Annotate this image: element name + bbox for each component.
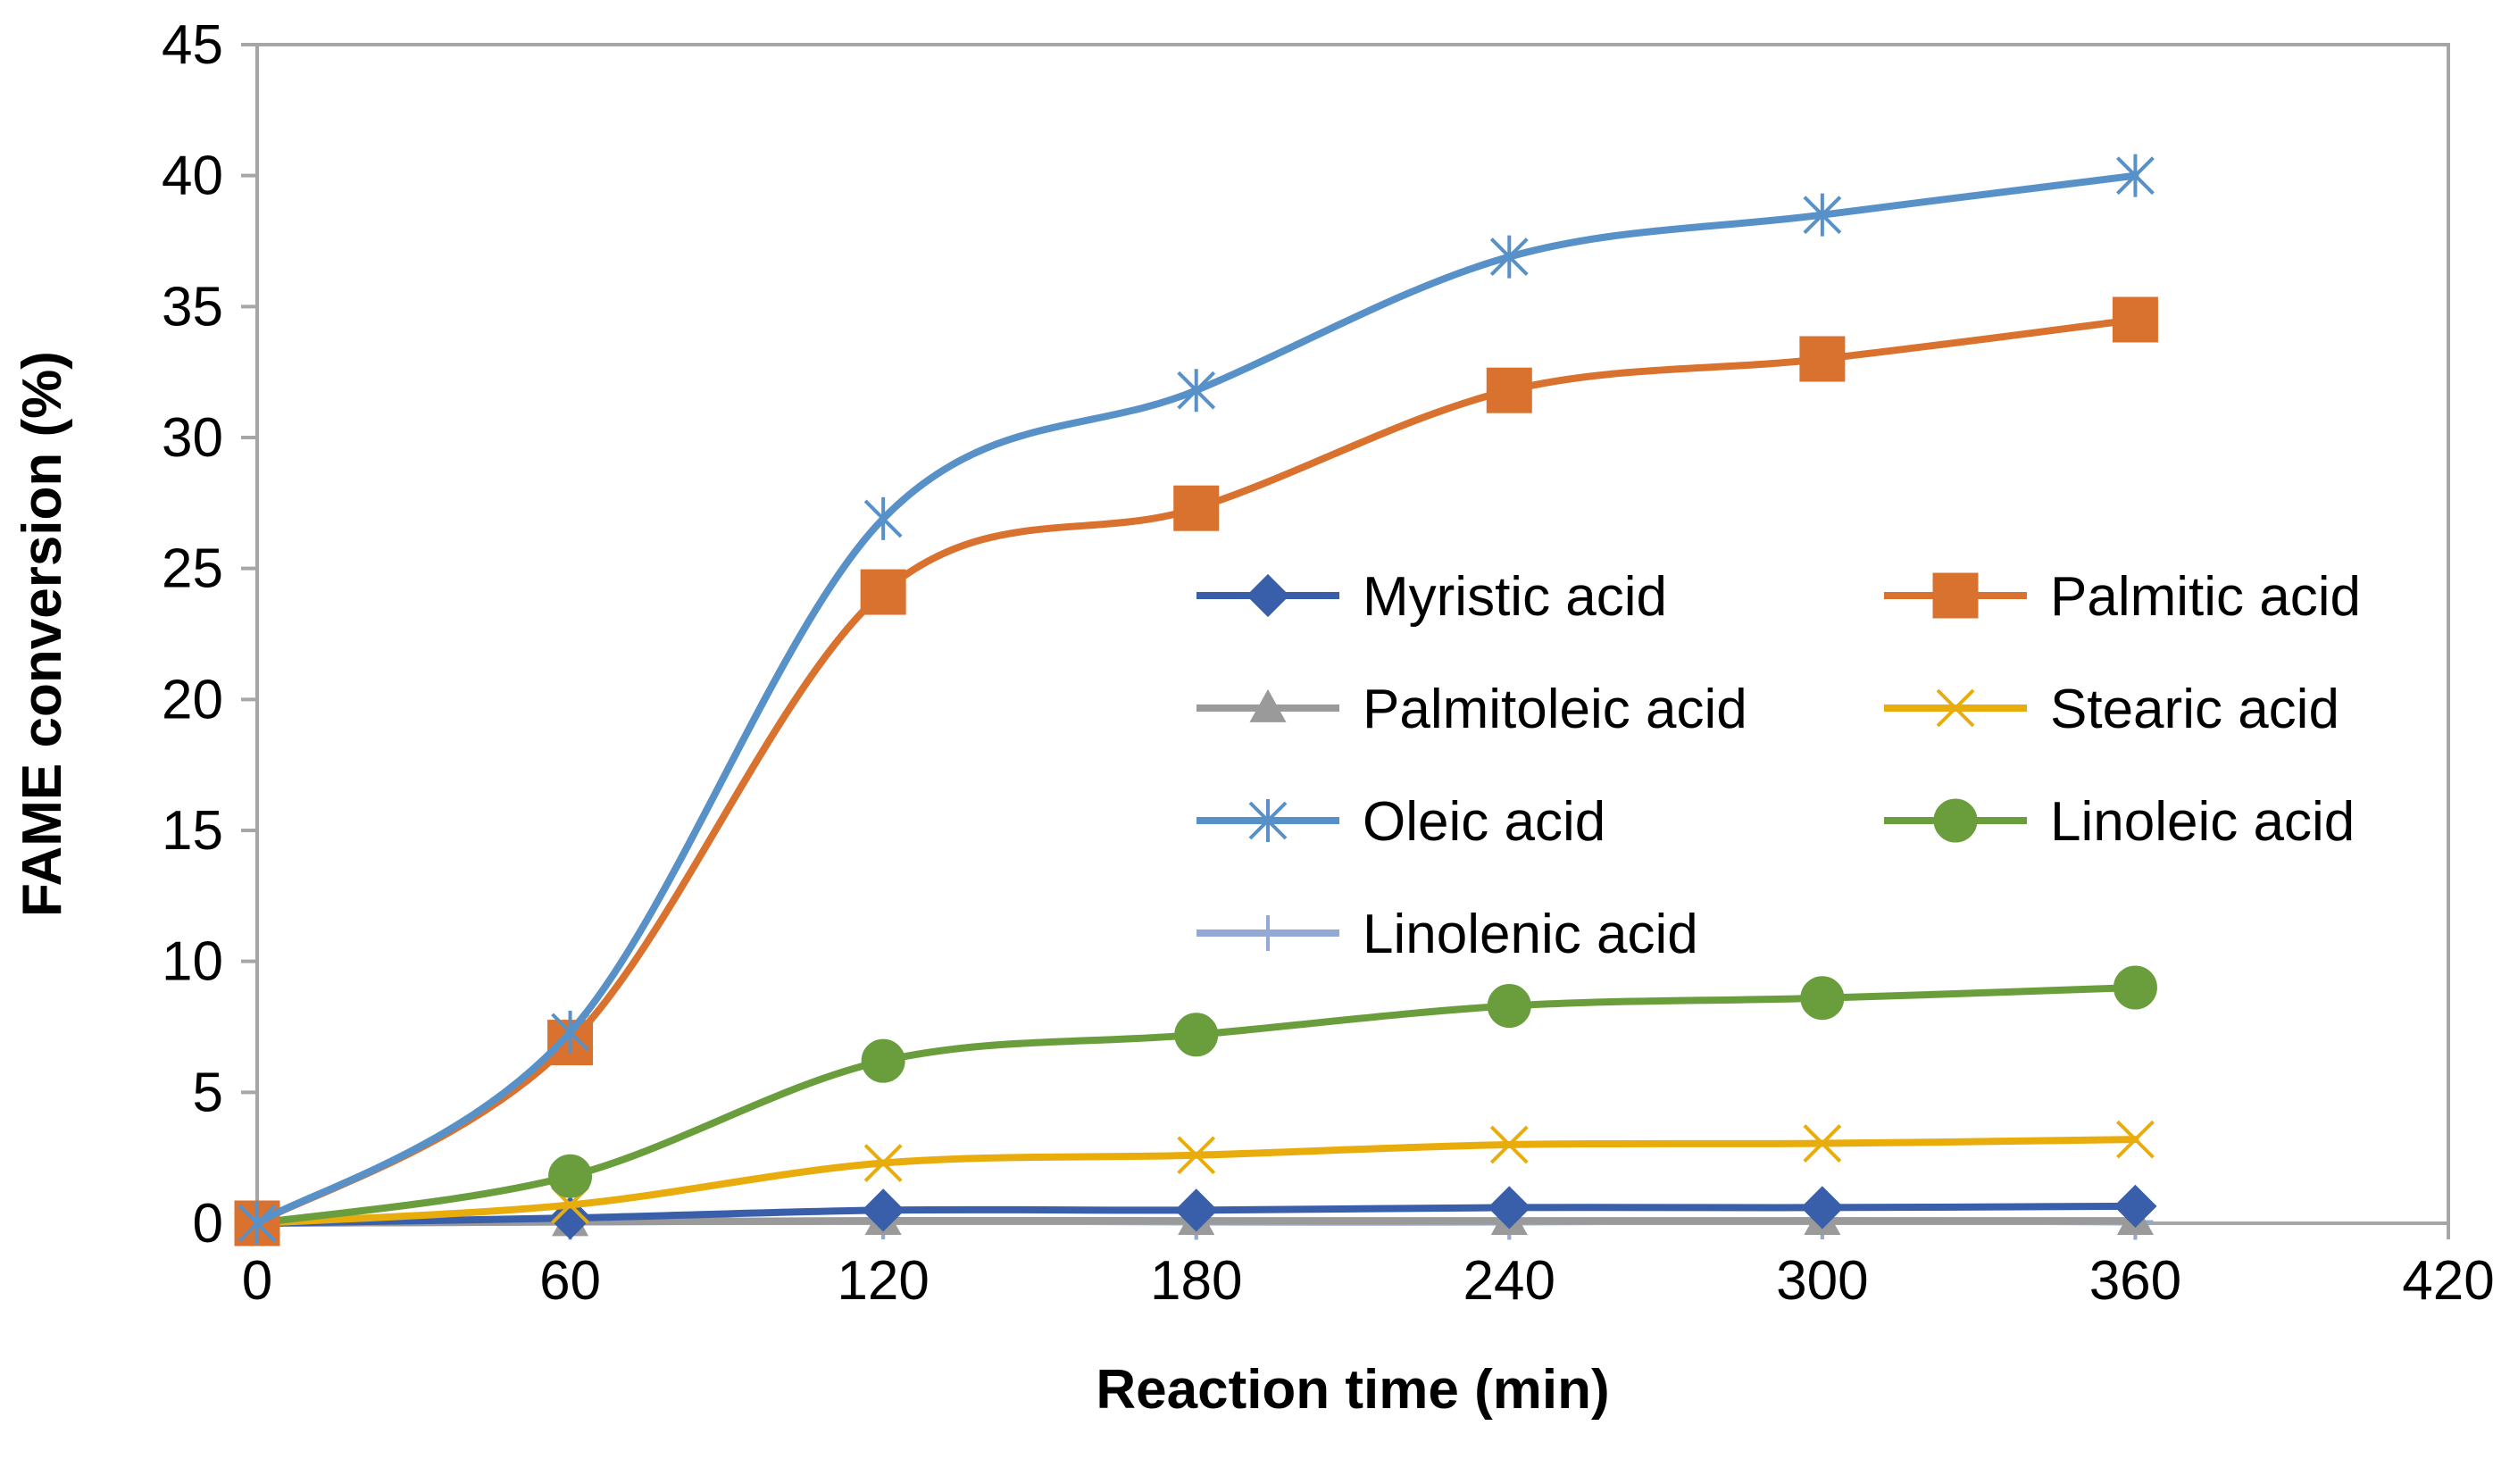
legend-label: Palmitoleic acid	[1363, 679, 1747, 740]
legend-marker-palmitic-acid	[1932, 572, 1979, 619]
legend-item-myristic-acid: Myristic acid	[1196, 566, 1667, 628]
data-point-linoleic-acid	[2113, 965, 2157, 1010]
data-point-palmitic-acid	[1173, 485, 1220, 531]
data-point-palmitic-acid	[1486, 367, 1532, 413]
data-point-myristic-acid	[862, 1188, 905, 1232]
series-layer	[234, 154, 2158, 1246]
y-tick-label: 5	[193, 1062, 223, 1123]
data-point-myristic-acid	[1488, 1186, 1531, 1230]
x-tick-label: 360	[2089, 1250, 2181, 1312]
data-point-oleic-acid	[1489, 235, 1529, 279]
data-point-myristic-acid	[1174, 1188, 1218, 1232]
data-point-stearic-acid	[2116, 1120, 2155, 1159]
legend-label: Palmitic acid	[2050, 566, 2361, 628]
data-point-linoleic-acid	[1487, 984, 1531, 1029]
data-point-palmitic-acid	[2112, 296, 2158, 343]
legend-item-stearic-acid: Stearic acid	[1884, 679, 2339, 740]
legend-label: Stearic acid	[2050, 679, 2339, 740]
data-point-stearic-acid	[1803, 1124, 1842, 1163]
x-axis-title: Reaction time (min)	[1096, 1359, 1609, 1421]
data-point-stearic-acid	[863, 1144, 903, 1182]
legend-item-palmitoleic-acid: Palmitoleic acid	[1196, 679, 1747, 740]
data-point-linoleic-acid	[548, 1154, 593, 1198]
data-point-palmitic-acid	[1799, 336, 1846, 382]
legend-marker-stearic-acid	[1936, 688, 1975, 728]
x-tick-label: 60	[539, 1250, 601, 1312]
data-point-oleic-acid	[1803, 193, 1842, 237]
data-point-oleic-acid	[238, 1202, 277, 1245]
x-tick-label: 420	[2402, 1250, 2494, 1312]
series-linoleic-acid	[235, 965, 2157, 1246]
x-tick-label: 240	[1463, 1250, 1555, 1312]
data-point-myristic-acid	[1800, 1186, 1844, 1230]
data-point-linoleic-acid	[1174, 1013, 1219, 1057]
series-stearic-acid	[238, 1120, 2155, 1243]
data-point-oleic-acid	[2116, 154, 2155, 197]
plot-area	[255, 43, 2450, 1225]
legend-marker-linolenic-acid	[1250, 915, 1286, 951]
y-tick-label: 30	[162, 407, 223, 469]
x-tick-label: 180	[1150, 1250, 1242, 1312]
legend-item-palmitic-acid: Palmitic acid	[1884, 566, 2361, 628]
data-point-oleic-acid	[1177, 369, 1216, 413]
data-point-myristic-acid	[2114, 1184, 2157, 1229]
data-point-linoleic-acid	[1800, 976, 1845, 1021]
x-tick-label: 0	[242, 1250, 272, 1312]
series-oleic-acid	[238, 154, 2155, 1245]
y-tick-label: 45	[162, 14, 223, 76]
y-tick-label: 20	[162, 669, 223, 730]
y-tick-label: 10	[162, 931, 223, 993]
x-tick-label: 120	[837, 1250, 929, 1312]
data-point-palmitic-acid	[860, 569, 906, 615]
data-point-linoleic-acid	[861, 1038, 905, 1083]
legend-item-linolenic-acid: Linolenic acid	[1196, 904, 1698, 965]
x-tick-label: 300	[1776, 1250, 1868, 1312]
legend-label: Linolenic acid	[1363, 904, 1698, 965]
data-point-stearic-acid	[1177, 1136, 1216, 1175]
legend-item-linoleic-acid: Linoleic acid	[1884, 791, 2355, 853]
y-tick-label: 0	[193, 1193, 223, 1255]
legend-marker-palmitoleic-acid	[1249, 688, 1287, 722]
legend-marker-linoleic-acid	[1933, 798, 1978, 843]
data-point-oleic-acid	[551, 1010, 589, 1054]
legend-marker-myristic-acid	[1246, 573, 1290, 618]
legend-item-oleic-acid: Oleic acid	[1196, 791, 1605, 853]
y-tick-label: 15	[162, 800, 223, 862]
data-point-stearic-acid	[1489, 1125, 1529, 1164]
data-point-oleic-acid	[863, 496, 903, 540]
y-axis-title: FAME conversion (%)	[12, 351, 73, 917]
legend-marker-oleic-acid	[1248, 799, 1288, 842]
legend-label: Oleic acid	[1363, 791, 1605, 853]
legend-label: Myristic acid	[1363, 566, 1667, 628]
legend-label: Linoleic acid	[2050, 791, 2355, 853]
y-tick-label: 25	[162, 538, 223, 600]
legend: Myristic acid Palmitic acid Palmitoleic ac…	[1196, 566, 2361, 965]
y-tick-label: 35	[162, 276, 223, 338]
y-tick-label: 40	[162, 146, 223, 207]
